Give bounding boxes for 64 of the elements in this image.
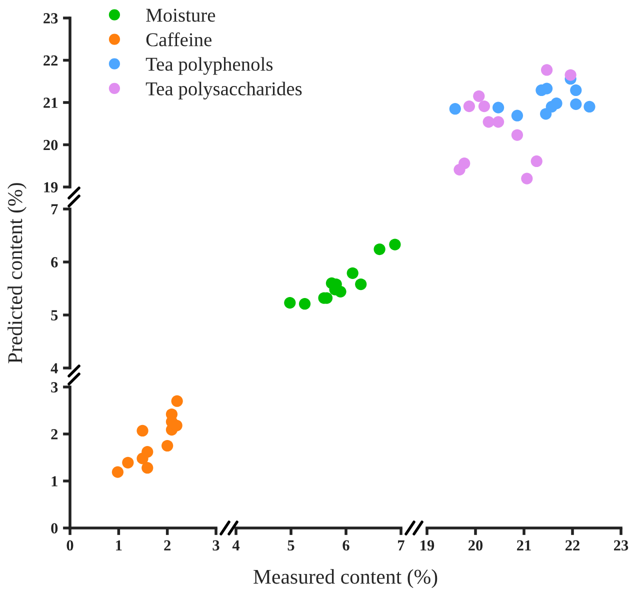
point	[122, 456, 134, 468]
point	[284, 297, 296, 309]
y-tick-label: 21	[44, 98, 58, 108]
point	[334, 286, 346, 298]
point	[463, 100, 476, 112]
point	[136, 424, 148, 437]
point	[142, 446, 154, 458]
x-tick-label: 19	[420, 540, 434, 551]
point	[564, 69, 576, 81]
point	[492, 102, 504, 114]
y-tick-label: 6	[51, 257, 58, 268]
point	[454, 164, 466, 176]
point	[570, 84, 582, 96]
point	[521, 172, 533, 184]
x-tick-label: 7	[398, 540, 404, 550]
y-tick-label: 0	[51, 523, 58, 534]
y-axis-title: Predicted content (%)	[8, 183, 26, 364]
y-tick-label: 3	[51, 382, 58, 392]
point	[298, 298, 311, 310]
point	[389, 238, 401, 250]
y-tick-label: 7	[51, 204, 58, 214]
point	[584, 100, 596, 113]
point	[449, 103, 461, 115]
x-tick-label: 4	[232, 540, 240, 550]
point	[355, 278, 367, 290]
x-tick-label: 3	[212, 540, 220, 551]
x-axis-title: Measured content (%)	[254, 569, 438, 588]
point	[142, 462, 154, 474]
point	[540, 64, 553, 76]
point	[162, 440, 174, 452]
y-tick-label: 20	[44, 140, 58, 150]
x-tick-label: 6	[342, 540, 350, 551]
legend-label: Tea polysaccharides	[146, 82, 302, 100]
x-tick-label: 23	[614, 540, 628, 551]
y-tick-label: 23	[44, 13, 58, 24]
x-tick-label: 0	[66, 540, 74, 551]
y-tick-label: 1	[52, 476, 58, 486]
x-tick-label: 1	[116, 540, 122, 550]
legend-label: Moisture	[146, 8, 216, 22]
y-tick-label: 5	[51, 310, 58, 320]
point	[482, 116, 494, 128]
point	[570, 98, 582, 110]
point	[478, 100, 490, 112]
point	[473, 90, 485, 102]
point	[346, 267, 358, 279]
x-tick-label: 20	[468, 540, 483, 551]
point	[530, 155, 542, 168]
x-tick-label: 22	[566, 540, 580, 550]
legend-label: Caffeine	[146, 32, 212, 46]
point	[511, 110, 524, 122]
point	[171, 395, 183, 407]
point	[511, 129, 524, 141]
x-tick-label: 2	[164, 540, 170, 550]
y-tick-label: 4	[50, 363, 58, 374]
y-tick-label: 22	[44, 55, 58, 66]
point	[550, 98, 562, 110]
x-tick-label: 21	[517, 540, 531, 550]
point	[492, 116, 504, 128]
y-tick-label: 2	[51, 429, 58, 440]
y-tick-label: 19	[44, 182, 58, 192]
point	[112, 466, 124, 478]
x-tick-label: 5	[288, 540, 294, 551]
legend-label: Tea polyphenols	[146, 57, 273, 75]
point	[374, 243, 386, 256]
